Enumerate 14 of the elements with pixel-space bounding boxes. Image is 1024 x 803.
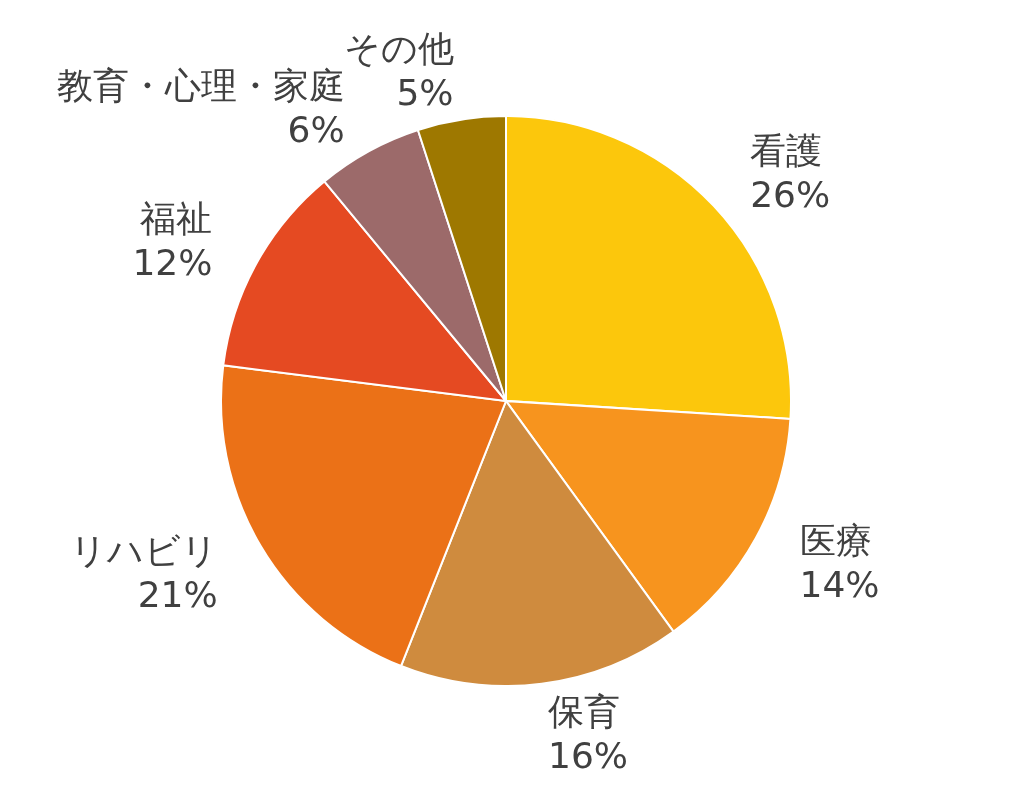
- data-label: 16%: [547, 735, 628, 777]
- data-label: 21%: [137, 573, 218, 615]
- data-label: 14%: [799, 564, 880, 606]
- data-label: 5%: [396, 72, 454, 114]
- data-label: 6%: [287, 109, 345, 151]
- slice-label: 看護: [750, 129, 823, 171]
- slice-label: 教育・心理・家庭: [56, 65, 345, 107]
- data-label: 12%: [132, 241, 213, 283]
- data-label: 26%: [750, 173, 831, 215]
- slice-label: リハビリ: [69, 529, 218, 571]
- slice-label: 福祉: [140, 197, 213, 239]
- slice-label: 保育: [547, 691, 620, 733]
- slice-label: 医療: [799, 520, 872, 562]
- slice-label: その他: [343, 28, 454, 70]
